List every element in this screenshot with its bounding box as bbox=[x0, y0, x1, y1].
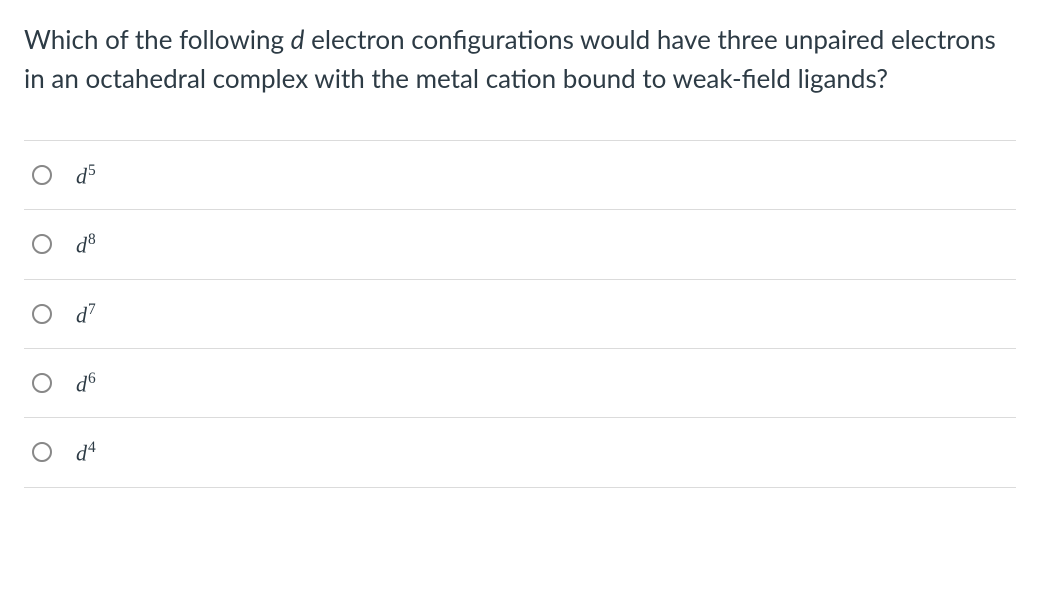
option-label-2: d7 bbox=[76, 302, 96, 326]
option-row-0[interactable]: d5 bbox=[24, 141, 1016, 210]
radio-icon[interactable] bbox=[32, 373, 52, 393]
question-part-1: d bbox=[291, 23, 305, 55]
option-sup: 8 bbox=[88, 231, 96, 248]
option-sup: 7 bbox=[88, 301, 96, 318]
radio-icon[interactable] bbox=[32, 442, 52, 462]
option-sup: 4 bbox=[88, 439, 96, 456]
option-base: d bbox=[76, 163, 87, 188]
option-row-2[interactable]: d7 bbox=[24, 280, 1016, 349]
option-label-3: d6 bbox=[76, 371, 96, 395]
option-base: d bbox=[76, 233, 87, 258]
option-label-4: d4 bbox=[76, 440, 96, 464]
option-row-3[interactable]: d6 bbox=[24, 349, 1016, 418]
option-sup: 6 bbox=[88, 370, 96, 387]
question-part-0: Which of the following bbox=[24, 23, 291, 55]
option-base: d bbox=[76, 302, 87, 327]
option-row-4[interactable]: d4 bbox=[24, 418, 1016, 487]
radio-icon[interactable] bbox=[32, 234, 52, 254]
option-row-1[interactable]: d8 bbox=[24, 210, 1016, 279]
option-sup: 5 bbox=[88, 162, 96, 179]
option-base: d bbox=[76, 441, 87, 466]
question-text: Which of the following d electron config… bbox=[24, 20, 1016, 98]
option-label-0: d5 bbox=[76, 163, 96, 187]
radio-icon[interactable] bbox=[32, 165, 52, 185]
option-label-1: d8 bbox=[76, 232, 96, 256]
option-base: d bbox=[76, 371, 87, 396]
options-list: d5 d8 d7 d6 d4 bbox=[24, 140, 1016, 488]
radio-icon[interactable] bbox=[32, 304, 52, 324]
